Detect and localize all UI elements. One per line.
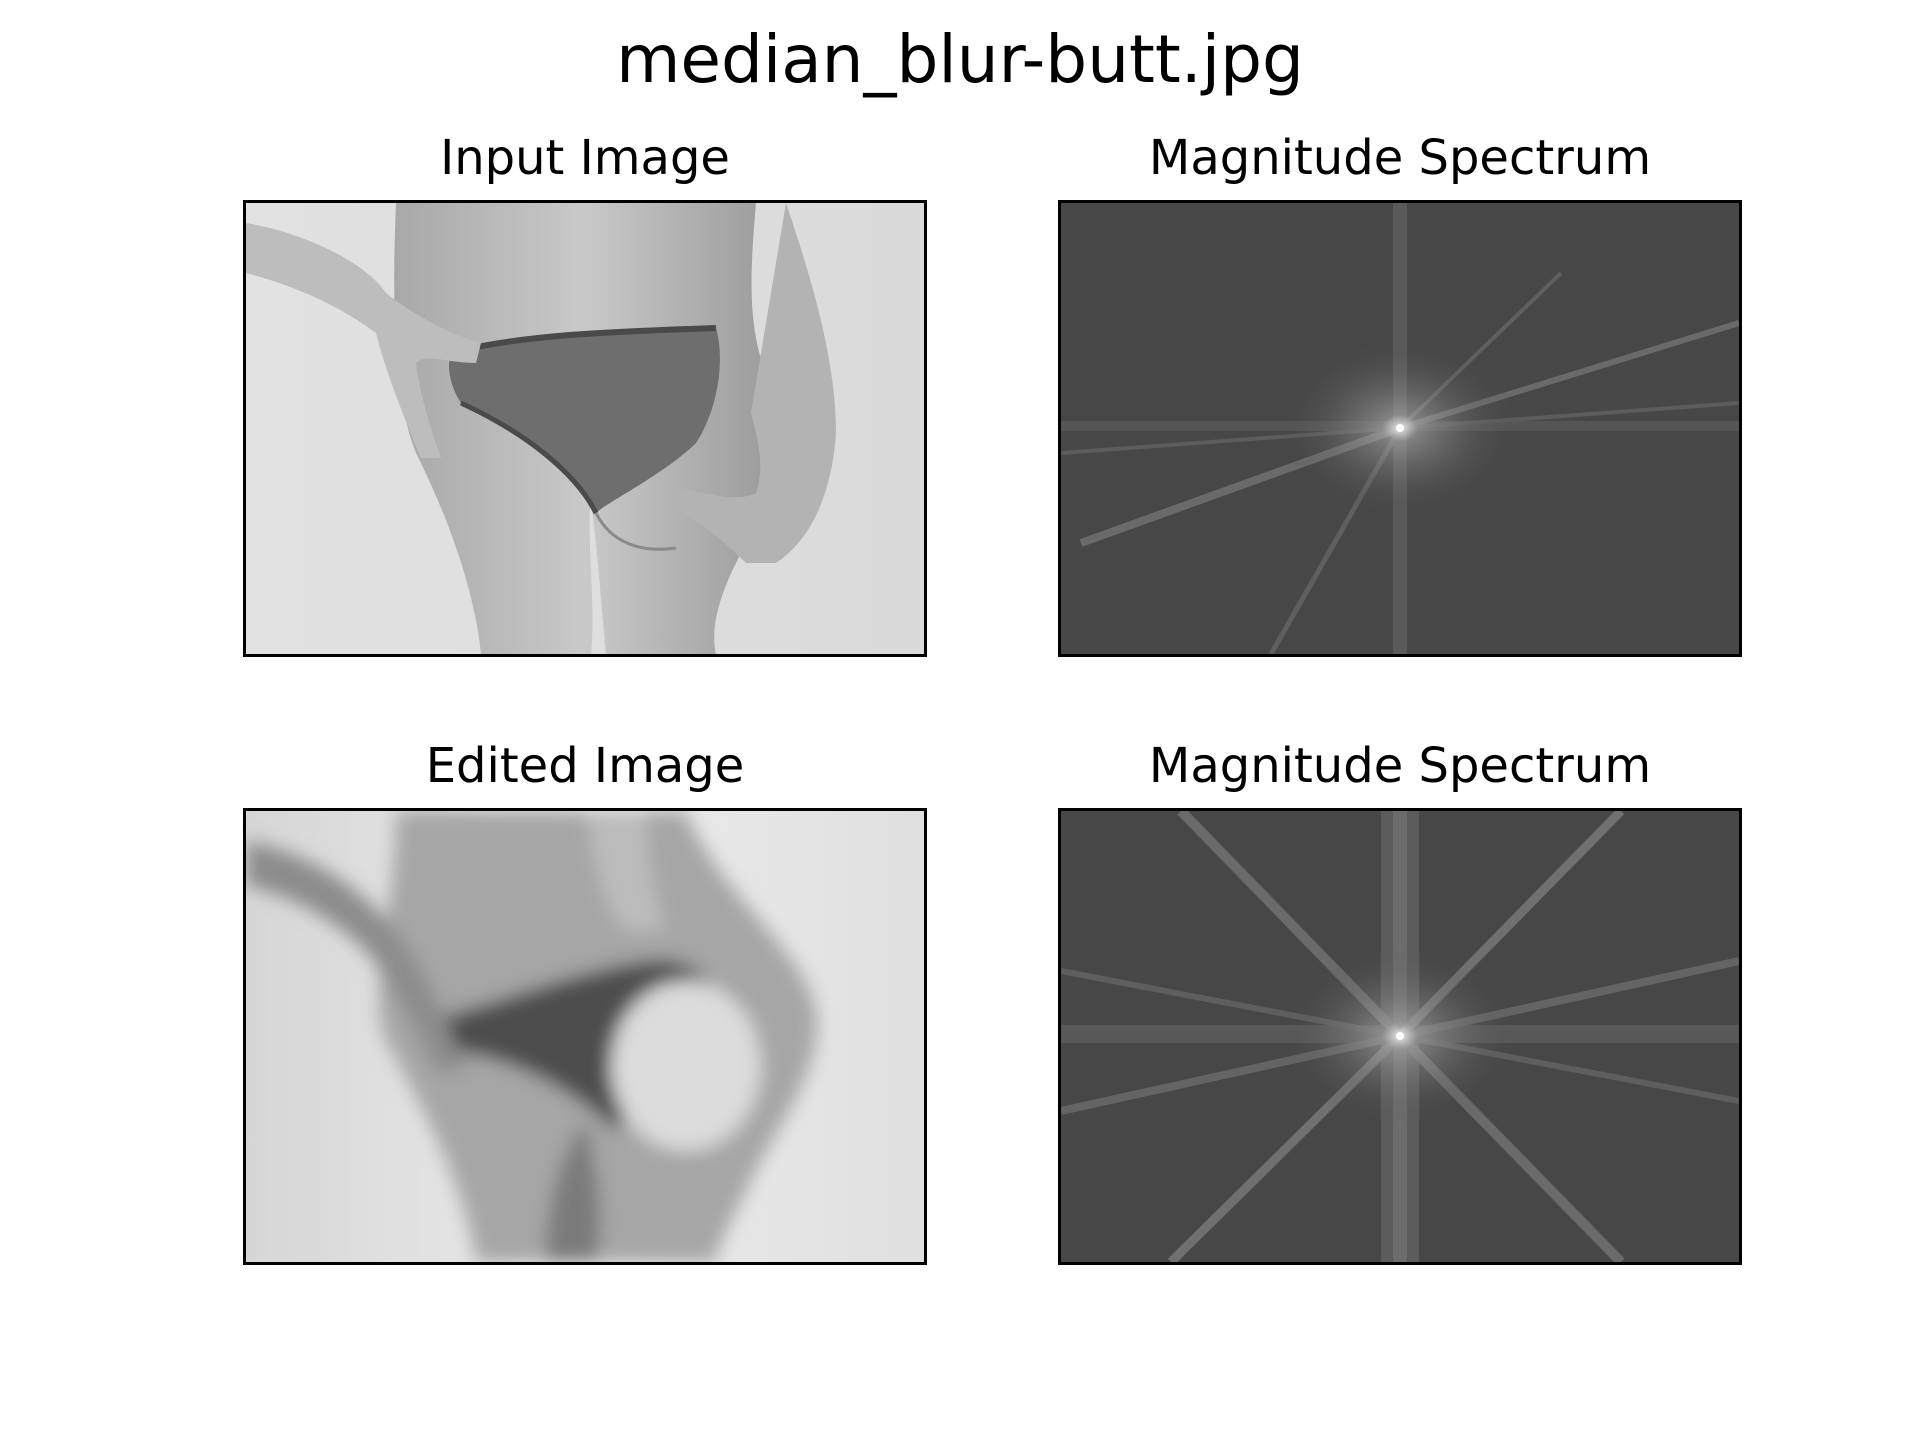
figure-title: median_blur-butt.jpg	[616, 21, 1304, 98]
edited-image-title: Edited Image	[425, 738, 745, 794]
edited-image	[246, 811, 924, 1262]
edited-spectrum	[1061, 811, 1739, 1262]
input-spectrum-panel	[1058, 200, 1742, 657]
input-spectrum	[1061, 203, 1739, 654]
edited-spectrum-title: Magnitude Spectrum	[1148, 738, 1652, 794]
input-image-title: Input Image	[440, 130, 730, 186]
input-image-panel	[243, 200, 927, 657]
edited-image-panel	[243, 808, 927, 1265]
input-image	[246, 203, 924, 654]
edited-spectrum-panel	[1058, 808, 1742, 1265]
input-spectrum-title: Magnitude Spectrum	[1148, 130, 1652, 186]
